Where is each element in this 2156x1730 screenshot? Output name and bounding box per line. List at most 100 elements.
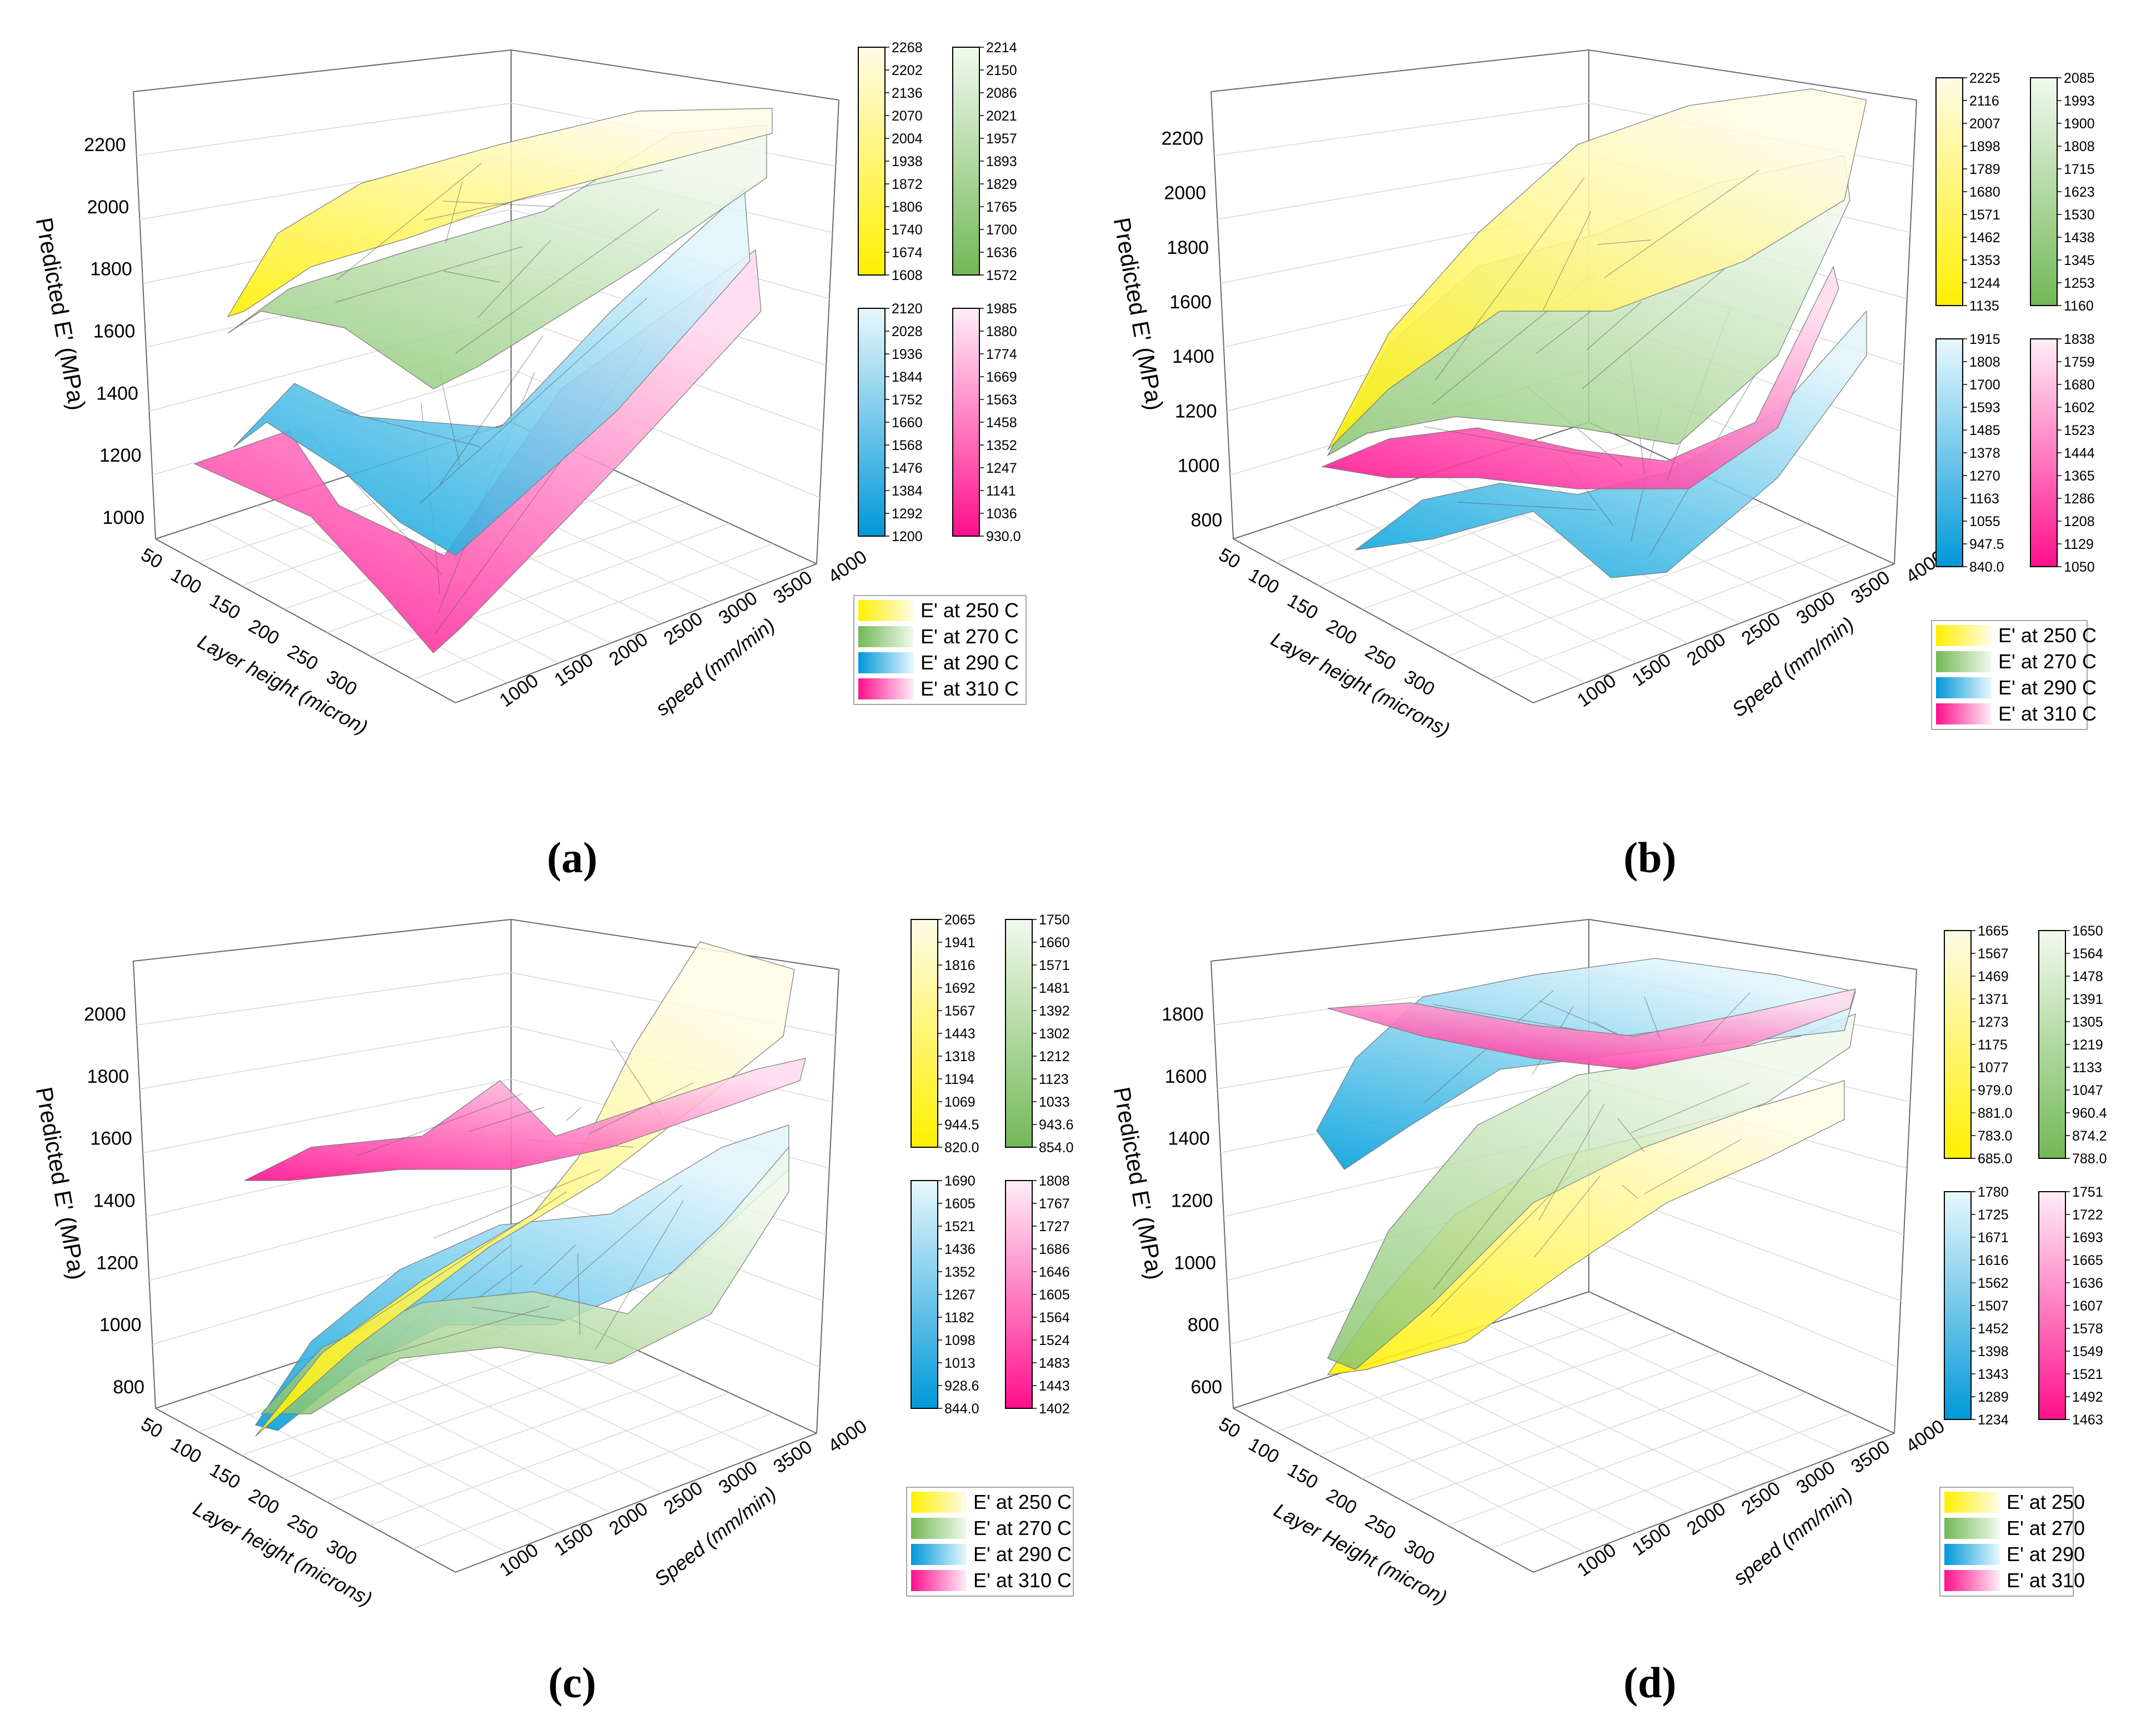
colorbar-tick-label: 1669 (986, 369, 1017, 385)
colorbar-tick-label: 1571 (1969, 207, 2000, 223)
legend-label: E' at 250 C (921, 599, 1019, 622)
legend-label: E' at 270 (2007, 1517, 2085, 1539)
axis-edge (1233, 538, 1534, 703)
axis-edge (511, 49, 839, 101)
colorbar-tick-label: 1562 (1978, 1276, 2009, 1291)
z-tick-label: 1400 (96, 383, 138, 404)
surface-green (1327, 1013, 1856, 1370)
gridline (1404, 1372, 1764, 1503)
colorbar-tick-label: 1123 (1039, 1072, 1069, 1087)
colorbar-tick-label: 2004 (892, 131, 923, 147)
x-tick-label: 50 (137, 1413, 166, 1442)
colorbar-tick-label: 1593 (1969, 400, 2000, 416)
z-axis-title: Predicted E' (MPa) (1109, 216, 1168, 412)
panel-d: 600 800 1000 1200 1400 1600 1800 Predicted E' (… (1109, 919, 2107, 1707)
colorbar-tick-label: 1686 (1039, 1242, 1070, 1257)
colorbar-tick-label: 1646 (1039, 1264, 1070, 1280)
legend-swatch (911, 1492, 967, 1513)
surface-yellow (255, 941, 795, 1437)
z-tick-label: 800 (1191, 510, 1223, 531)
colorbar-tick-label: 1915 (1969, 332, 2000, 347)
colorbar-tick-label: 1443 (1039, 1378, 1070, 1394)
axis-edge (1210, 49, 1589, 92)
colorbar-0: 1665 1567 1469 1371 1273 1175 1077 979.0 881.0 78… (1944, 923, 2013, 1167)
colorbar-3: 1751 1722 1693 1665 1636 1607 1578 1549 1521 1492… (2038, 1184, 2103, 1428)
x-tick-label: 200 (1323, 1484, 1360, 1518)
surface-contour (1644, 1139, 1742, 1194)
x-tick-label: 200 (245, 1484, 283, 1518)
legend-swatch (1944, 1518, 2000, 1539)
colorbar-tick-label: 1444 (2064, 446, 2095, 461)
colorbar-tick-label: 1700 (986, 222, 1017, 238)
gridline (1490, 543, 1851, 680)
colorbar-tick-label: 1507 (1978, 1298, 2009, 1314)
colorbar-tick-label: 1750 (1039, 912, 1070, 928)
colorbar-tick-label: 1938 (892, 154, 923, 169)
surface-contour (356, 1093, 523, 1157)
legend-swatch (858, 652, 914, 673)
colorbar-tick-label: 1808 (1039, 1173, 1070, 1189)
axis-edge (1210, 91, 1234, 539)
y-tick-label: 2500 (660, 608, 707, 649)
legend-swatch (858, 626, 914, 647)
y-tick-label: 2500 (1738, 1477, 1784, 1519)
colorbar-tick-label: 685.0 (1978, 1151, 2013, 1167)
y-tick-label: 1000 (496, 1539, 542, 1581)
legend-label: E' at 310 C (921, 677, 1019, 700)
gridline (412, 543, 773, 680)
y-tick-label: 1500 (551, 649, 597, 691)
colorbar-tick-label: 1671 (1978, 1230, 2009, 1246)
gridline (1334, 1374, 1637, 1533)
colorbar-tick-label: 930.0 (986, 529, 1021, 544)
y-tick-label: 1500 (551, 1519, 597, 1561)
colorbar-ramp (1944, 1191, 1972, 1420)
panel-a: 1000 1200 1400 1600 1800 2000 2200 Predicted E'… (31, 40, 1027, 882)
surfaces (244, 941, 806, 1437)
gridline (369, 1392, 730, 1526)
colorbar-tick-label: 1521 (2072, 1367, 2103, 1382)
z-tick-label: 1800 (1162, 1004, 1204, 1025)
colorbar-tick-label: 1392 (1039, 1003, 1070, 1019)
colorbar-tick-label: 1469 (1978, 969, 2009, 984)
colorbar-tick-label: 2065 (944, 912, 976, 928)
surface-contour (1433, 1004, 1576, 1030)
z-tick-label: 1400 (1168, 1128, 1210, 1149)
gridline (1284, 1391, 1585, 1553)
axis-edge (1588, 919, 1917, 970)
surface-contour (1604, 169, 1759, 278)
surface-contour (1644, 996, 1660, 1039)
axis-edge (1533, 563, 1895, 703)
colorbar-tick-label: 1352 (944, 1264, 976, 1280)
z-tick-label: 800 (1188, 1314, 1219, 1336)
surfaces (193, 108, 773, 653)
colorbar-ramp (858, 47, 886, 276)
colorbar-tick-label: 1985 (986, 301, 1017, 317)
colorbar-tick-label: 1572 (986, 268, 1017, 283)
y-tick-label: 4000 (824, 546, 871, 588)
z-tick-label: 2000 (84, 1004, 126, 1025)
surface-blue (1355, 310, 1867, 578)
surface-pink (1320, 266, 1839, 489)
legend-label: E' at 310 C (973, 1569, 1072, 1592)
colorbar-tick-label: 1523 (2064, 423, 2095, 438)
colorbar-2: 1690 1605 1521 1436 1352 1267 1182 1098 1013 928.… (911, 1173, 979, 1417)
colorbar-tick-label: 854.0 (1039, 1140, 1074, 1156)
gridline (1214, 102, 1589, 156)
z-tick-label: 1200 (96, 1252, 138, 1273)
surface-contour (336, 163, 482, 281)
colorbar-tick-label: 1993 (2064, 93, 2095, 109)
gridline (1275, 1311, 1633, 1432)
y-tick-label: 2000 (606, 1498, 652, 1540)
colorbar-tick-label: 1438 (2064, 230, 2095, 246)
colorbar-tick-label: 1302 (1039, 1026, 1070, 1042)
colorbar-tick-label: 1462 (1969, 230, 2000, 246)
surface-green (260, 1146, 789, 1414)
x-tick-label: 50 (1215, 544, 1244, 573)
colorbar-tick-label: 1077 (1978, 1060, 2009, 1076)
colorbar-tick-label: 944.5 (944, 1117, 979, 1133)
colorbar-tick-label: 2021 (986, 108, 1017, 124)
colorbar-tick-label: 1292 (892, 506, 923, 522)
surfaces (1316, 958, 1856, 1376)
legend-swatch (1944, 1492, 2000, 1513)
